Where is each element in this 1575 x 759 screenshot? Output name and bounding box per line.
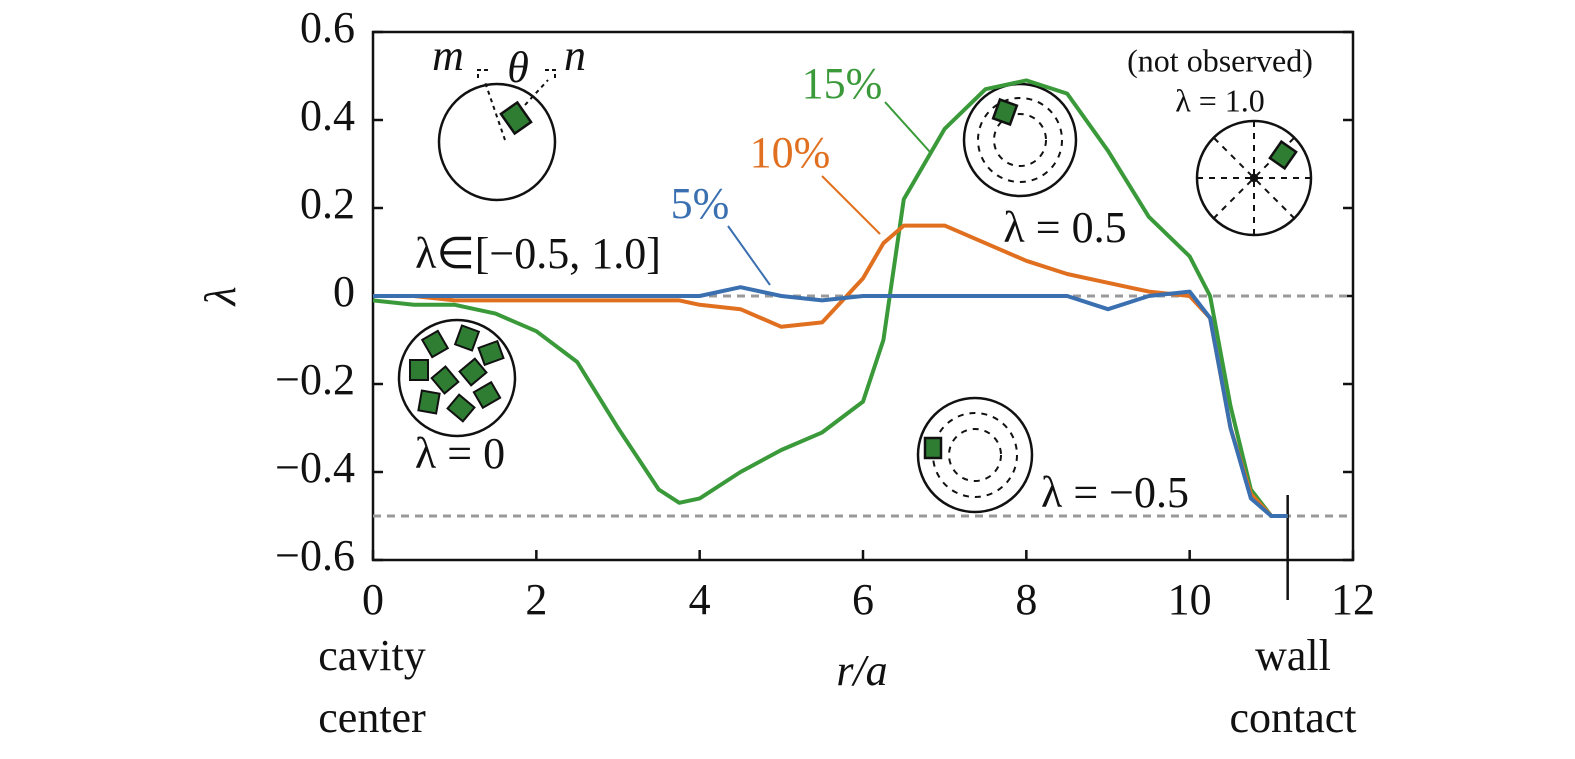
x-tick-label: 8 xyxy=(1015,575,1037,624)
leader-line xyxy=(884,101,931,153)
annotation: λ = 0 xyxy=(415,429,505,478)
annotation: wall xyxy=(1255,631,1331,680)
x-tick-label: 6 xyxy=(852,575,874,624)
x-axis-label: r/a xyxy=(836,646,887,695)
y-tick-label: −0.6 xyxy=(275,531,355,580)
x-tick-label: 2 xyxy=(525,575,547,624)
annotation: λ∈[−0.5, 1.0] xyxy=(415,229,661,278)
y-tick-label: −0.4 xyxy=(275,443,355,492)
annotation: λ = 1.0 xyxy=(1175,82,1265,118)
annotation: λ = −0.5 xyxy=(1041,468,1189,517)
series-label: 15% xyxy=(802,59,883,108)
y-axis-label: λ xyxy=(196,286,245,307)
series-label: 5% xyxy=(671,179,730,228)
annotation: n xyxy=(564,31,586,80)
annotation: contact xyxy=(1229,693,1356,742)
leader-line xyxy=(727,225,771,286)
annotation: (not observed) xyxy=(1127,42,1313,78)
annotation: cavity xyxy=(318,631,426,680)
x-tick-label: 10 xyxy=(1168,575,1212,624)
series-line xyxy=(373,285,1288,518)
x-tick-label: 4 xyxy=(689,575,711,624)
y-tick-label: 0 xyxy=(333,267,355,316)
annotation: center xyxy=(318,693,426,742)
series-label: 10% xyxy=(750,128,831,177)
y-tick-label: 0.4 xyxy=(300,91,355,140)
x-tick-label: 12 xyxy=(1331,575,1375,624)
x-tick-label: 0 xyxy=(362,575,384,624)
y-tick-label: −0.2 xyxy=(275,355,355,404)
y-tick-label: 0.2 xyxy=(300,179,355,228)
leader-line xyxy=(821,175,881,235)
annotation: θ xyxy=(507,43,529,92)
annotation: λ = 0.5 xyxy=(1003,203,1126,252)
inset-diagrams xyxy=(397,69,1313,514)
series-line xyxy=(372,78,1288,518)
y-tick-label: 0.6 xyxy=(300,3,355,52)
annotation: m xyxy=(432,31,464,80)
